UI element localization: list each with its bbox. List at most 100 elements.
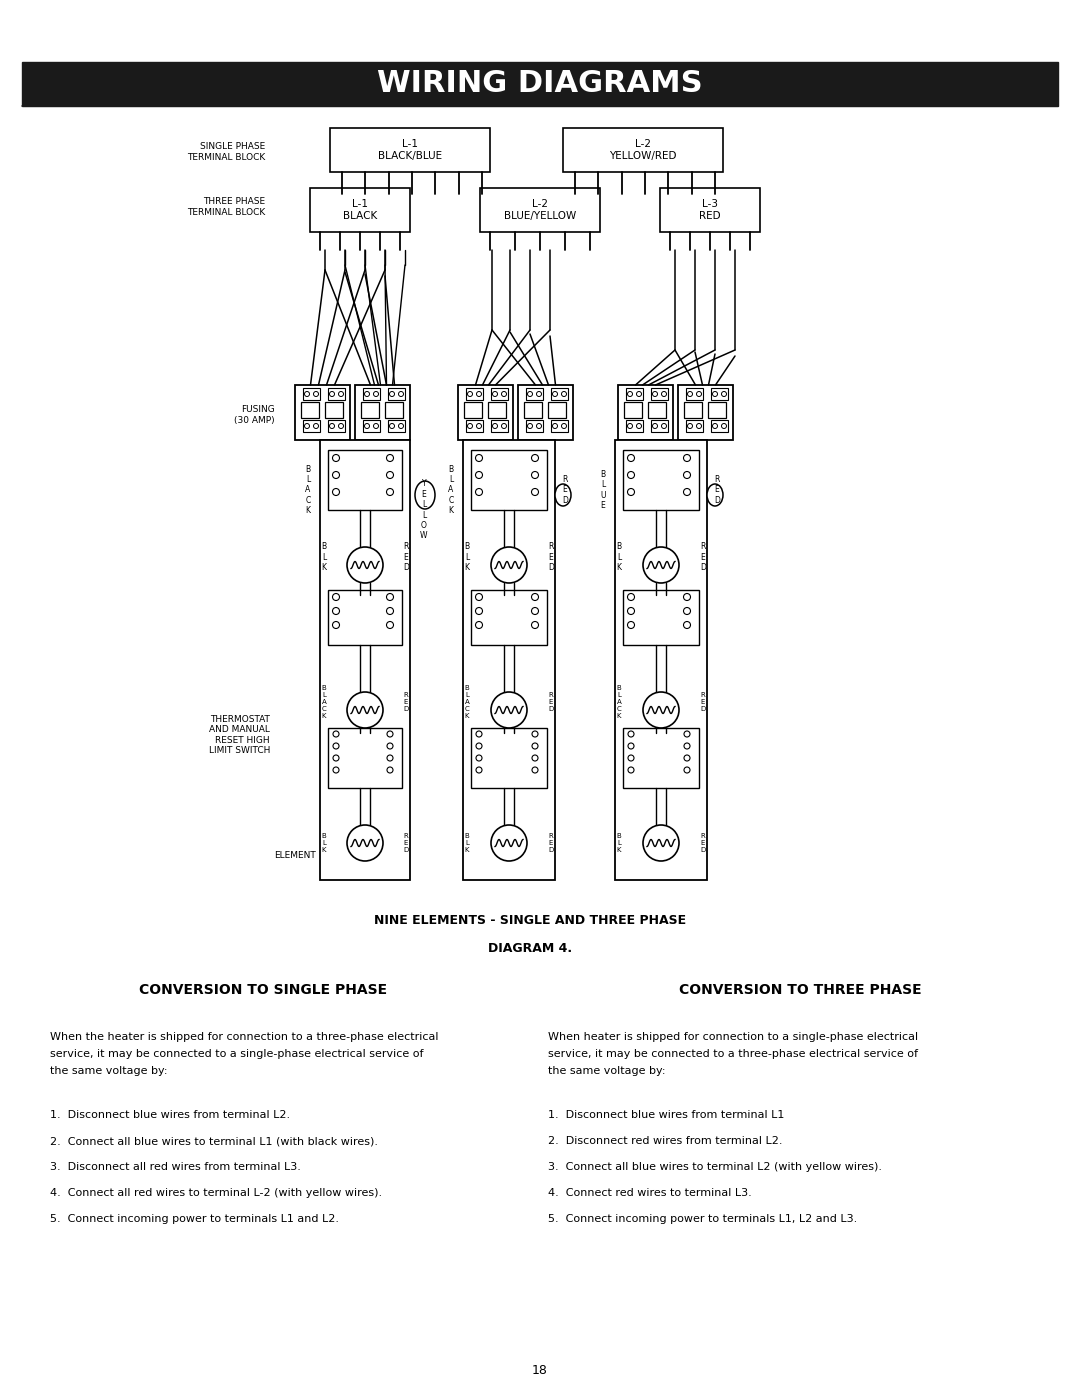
- Text: service, it may be connected to a single-phase electrical service of: service, it may be connected to a single…: [50, 1049, 423, 1059]
- Circle shape: [399, 423, 404, 429]
- Circle shape: [333, 754, 339, 761]
- Text: THERMOSTAT
AND MANUAL
RESET HIGH
LIMIT SWITCH: THERMOSTAT AND MANUAL RESET HIGH LIMIT S…: [208, 715, 270, 756]
- Circle shape: [305, 423, 310, 429]
- Bar: [458, 386, 513, 440]
- Circle shape: [636, 423, 642, 429]
- Circle shape: [476, 754, 482, 761]
- Text: 1.  Disconnect blue wires from terminal L2.: 1. Disconnect blue wires from terminal L…: [50, 1111, 291, 1120]
- Text: B
L
K: B L K: [617, 542, 622, 571]
- Text: R
E
D: R E D: [714, 475, 720, 504]
- Circle shape: [387, 594, 393, 601]
- Circle shape: [661, 391, 666, 397]
- Text: L-2
YELLOW/RED: L-2 YELLOW/RED: [609, 140, 677, 161]
- Circle shape: [338, 391, 343, 397]
- Bar: [678, 386, 733, 440]
- Bar: [328, 590, 402, 645]
- Text: 2.  Connect all blue wires to terminal L1 (with black wires).: 2. Connect all blue wires to terminal L1…: [50, 1136, 378, 1146]
- Circle shape: [476, 767, 482, 773]
- Circle shape: [688, 391, 692, 397]
- Circle shape: [475, 622, 483, 629]
- Bar: [618, 386, 673, 440]
- Text: B
L
A
C
K: B L A C K: [306, 465, 311, 515]
- Bar: [686, 388, 703, 400]
- Text: B
L
A
C
K: B L A C K: [617, 685, 621, 719]
- Circle shape: [537, 391, 541, 397]
- Bar: [648, 402, 666, 418]
- Ellipse shape: [707, 483, 723, 506]
- Bar: [491, 420, 508, 432]
- Text: B
L
K: B L K: [464, 833, 470, 854]
- Bar: [325, 402, 343, 418]
- Circle shape: [627, 767, 634, 773]
- Circle shape: [475, 472, 483, 479]
- Circle shape: [338, 423, 343, 429]
- Circle shape: [713, 391, 717, 397]
- Circle shape: [527, 391, 532, 397]
- Circle shape: [553, 423, 557, 429]
- Circle shape: [365, 391, 369, 397]
- Circle shape: [688, 423, 692, 429]
- Circle shape: [627, 594, 635, 601]
- Circle shape: [532, 767, 538, 773]
- Circle shape: [333, 622, 339, 629]
- Circle shape: [492, 391, 498, 397]
- Bar: [626, 420, 643, 432]
- Circle shape: [476, 731, 482, 738]
- Bar: [471, 590, 546, 645]
- Bar: [660, 189, 760, 232]
- Circle shape: [684, 454, 690, 461]
- Circle shape: [627, 391, 633, 397]
- Circle shape: [652, 391, 658, 397]
- Text: 5.  Connect incoming power to terminals L1 and L2.: 5. Connect incoming power to terminals L…: [50, 1214, 339, 1224]
- Circle shape: [313, 391, 319, 397]
- Text: WIRING DIAGRAMS: WIRING DIAGRAMS: [377, 70, 703, 99]
- Bar: [623, 590, 699, 645]
- Circle shape: [636, 391, 642, 397]
- Text: B
L
K: B L K: [464, 542, 470, 571]
- Circle shape: [697, 391, 702, 397]
- Bar: [480, 189, 600, 232]
- Circle shape: [553, 391, 557, 397]
- Circle shape: [387, 472, 393, 479]
- Circle shape: [501, 391, 507, 397]
- Ellipse shape: [415, 481, 435, 509]
- Text: 5.  Connect incoming power to terminals L1, L2 and L3.: 5. Connect incoming power to terminals L…: [548, 1214, 858, 1224]
- Circle shape: [476, 391, 482, 397]
- Circle shape: [684, 472, 690, 479]
- Bar: [295, 386, 350, 440]
- Text: NINE ELEMENTS - SINGLE AND THREE PHASE: NINE ELEMENTS - SINGLE AND THREE PHASE: [374, 914, 686, 926]
- Text: B
L
K: B L K: [322, 542, 326, 571]
- Circle shape: [333, 731, 339, 738]
- Bar: [363, 388, 380, 400]
- Text: SINGLE PHASE
TERMINAL BLOCK: SINGLE PHASE TERMINAL BLOCK: [187, 142, 265, 162]
- Bar: [471, 450, 546, 510]
- Circle shape: [643, 826, 679, 861]
- Circle shape: [347, 548, 383, 583]
- Bar: [526, 420, 543, 432]
- Circle shape: [374, 423, 378, 429]
- Bar: [488, 402, 507, 418]
- Circle shape: [491, 548, 527, 583]
- Circle shape: [531, 594, 539, 601]
- Text: B
L
A
C
K: B L A C K: [322, 685, 326, 719]
- Bar: [303, 420, 320, 432]
- Bar: [464, 402, 482, 418]
- Bar: [465, 420, 483, 432]
- Circle shape: [387, 489, 393, 496]
- Circle shape: [531, 622, 539, 629]
- Bar: [330, 129, 490, 172]
- Text: B
L
U
E: B L U E: [600, 469, 606, 510]
- Text: When the heater is shipped for connection to a three-phase electrical: When the heater is shipped for connectio…: [50, 1032, 438, 1042]
- Text: R
E
D: R E D: [562, 475, 568, 504]
- Text: R
E
D: R E D: [549, 833, 554, 854]
- Bar: [328, 728, 402, 788]
- Circle shape: [475, 594, 483, 601]
- Bar: [388, 388, 405, 400]
- Circle shape: [333, 472, 339, 479]
- Circle shape: [643, 548, 679, 583]
- Circle shape: [721, 423, 727, 429]
- Text: 18: 18: [532, 1363, 548, 1376]
- Text: FUSING
(30 AMP): FUSING (30 AMP): [234, 405, 275, 425]
- Text: B
L
K: B L K: [322, 833, 326, 854]
- Circle shape: [627, 622, 635, 629]
